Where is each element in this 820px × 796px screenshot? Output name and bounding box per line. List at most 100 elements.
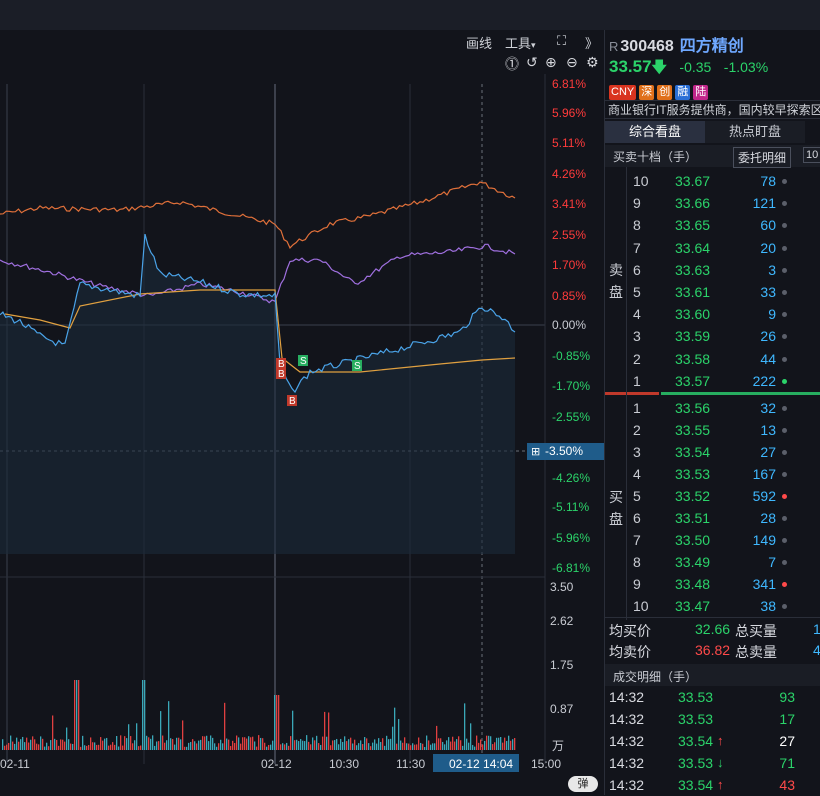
bid-level-row[interactable]: 2 33.55 13 (605, 419, 820, 441)
volume-bar (54, 738, 56, 750)
volume-bar (114, 744, 116, 750)
volume-bar (366, 738, 368, 750)
expand-icon[interactable]: ⛶ (557, 33, 567, 48)
bid-level-row[interactable]: 4 33.53 167 (605, 463, 820, 485)
volume-bar (32, 736, 34, 750)
undo-icon[interactable]: ↺ (526, 54, 538, 70)
tools-menu-button[interactable]: 工具▾ (505, 33, 536, 52)
ask-level-row[interactable]: 3 33.59 26 (605, 325, 820, 347)
price-axis-tick: -1.70% (552, 379, 591, 393)
avg-sell-row: 均卖价 36.82 总卖量 4 (605, 639, 820, 661)
tab-overview[interactable]: 综合看盘 (605, 121, 705, 143)
popup-toggle-button[interactable]: 弹 (568, 776, 598, 792)
ask-level-row[interactable]: 8 33.65 60 (605, 214, 820, 236)
zoom-in-icon[interactable]: ⊕ (545, 54, 557, 70)
price-axis-tick: -2.55% (552, 410, 591, 424)
level-price: 33.56 (675, 400, 711, 416)
volume-bar (326, 736, 328, 750)
trades-title: 成交明细（手） (613, 670, 698, 684)
tab-hot[interactable]: 热点盯盘 (705, 121, 805, 143)
volume-bar (450, 741, 452, 750)
volume-bar (292, 710, 294, 750)
volume-bar (258, 735, 260, 750)
ask-level-row[interactable]: 9 33.66 121 (605, 192, 820, 214)
bid-level-row[interactable]: 6 33.51 28 (605, 507, 820, 529)
avg-sell-label: 均卖价 (609, 644, 651, 660)
ask-level-row[interactable]: 4 33.60 9 (605, 303, 820, 325)
volume-bar (16, 737, 18, 750)
volume-bar (212, 737, 214, 750)
volume-bars (2, 680, 516, 750)
ask-level-row[interactable]: 7 33.64 20 (605, 237, 820, 259)
volume-bar (50, 740, 52, 750)
ask-level-row[interactable]: 1 33.57 222 (605, 370, 820, 392)
volume-bar (120, 735, 122, 750)
volume-bar (122, 745, 124, 750)
volume-bar (512, 739, 514, 750)
level-dot-icon (782, 179, 787, 184)
volume-bar (198, 740, 200, 750)
trade-row: 14:32 33.54 ↑ 27 (605, 730, 820, 752)
intraday-chart[interactable]: B B S S B ⊞ (0, 74, 604, 795)
level-dot-icon (782, 516, 787, 521)
volume-bar (266, 746, 268, 750)
ask-level-row[interactable]: 5 33.61 33 (605, 281, 820, 303)
draw-line-button[interactable]: 画线 (466, 36, 493, 51)
stock-name[interactable]: 四方精创 (679, 38, 744, 55)
volume-bar (260, 737, 262, 750)
volume-bar (316, 735, 318, 750)
volume-bar (296, 739, 298, 750)
bid-level-row[interactable]: 10 33.47 38 (605, 595, 820, 617)
level-volume: 167 (752, 466, 776, 482)
price-axis-tick: 0.85% (552, 289, 587, 303)
tag-cny: CNY (609, 85, 637, 100)
price-axis-tick: 0.00% (552, 318, 587, 332)
dollar-icon[interactable]: ⓵ (505, 56, 519, 72)
trade-volume: 27 (779, 733, 795, 749)
ask-level-row[interactable]: 6 33.63 3 (605, 259, 820, 281)
trade-time: 14:32 (609, 689, 645, 705)
gear-icon[interactable]: ⚙ (586, 54, 599, 70)
bid-level-row[interactable]: 1 33.56 32 (605, 397, 820, 419)
level-volume: 9 (768, 306, 776, 323)
volume-bar (342, 741, 344, 750)
collapse-panel-button[interactable]: 》 (585, 36, 599, 51)
volume-bar (412, 743, 414, 750)
level-dot-icon (782, 245, 787, 251)
bid-level-row[interactable]: 8 33.49 7 (605, 551, 820, 573)
ask-level-row[interactable]: 2 33.58 44 (605, 348, 820, 370)
level-dot-icon (782, 472, 787, 477)
volume-bar (402, 742, 404, 750)
volume-bar (278, 695, 280, 750)
trade-row: 14:32 33.53 17 (605, 708, 820, 730)
stock-tags: CNY 深创融陆 (609, 82, 711, 100)
volume-bar (174, 744, 176, 750)
price-area (0, 234, 515, 554)
marker-sell (352, 360, 362, 371)
volume-bar (466, 738, 468, 750)
volume-bar (264, 742, 266, 750)
avg-buy-label: 均买价 (609, 623, 651, 639)
entrust-detail-button[interactable]: 委托明细 (733, 147, 792, 168)
level-volume: 33 (760, 284, 776, 300)
price-axis-tick: 5.96% (552, 106, 587, 120)
bid-level-row[interactable]: 9 33.48 341 (605, 573, 820, 595)
volume-bar (254, 741, 256, 750)
bid-level-row[interactable]: 5 33.52 592 (605, 485, 820, 507)
trade-price: 33.53 (678, 711, 714, 727)
volume-bar (284, 744, 286, 750)
volume-bar (498, 737, 500, 750)
volume-bar (136, 723, 138, 750)
zoom-out-icon[interactable]: ⊖ (566, 54, 578, 70)
level-number: 9 (633, 195, 641, 212)
volume-bar (508, 735, 510, 750)
bid-level-row[interactable]: 7 33.50 149 (605, 529, 820, 551)
volume-bar (382, 738, 384, 750)
volume-bar (510, 740, 512, 750)
bid-level-row[interactable]: 3 33.54 27 (605, 441, 820, 463)
level-price: 33.61 (675, 284, 711, 300)
ten-level-button[interactable]: 10 (803, 147, 820, 163)
ask-level-row[interactable]: 10 33.67 78 (605, 170, 820, 192)
level-volume: 149 (752, 532, 776, 548)
volume-bar (192, 739, 194, 750)
